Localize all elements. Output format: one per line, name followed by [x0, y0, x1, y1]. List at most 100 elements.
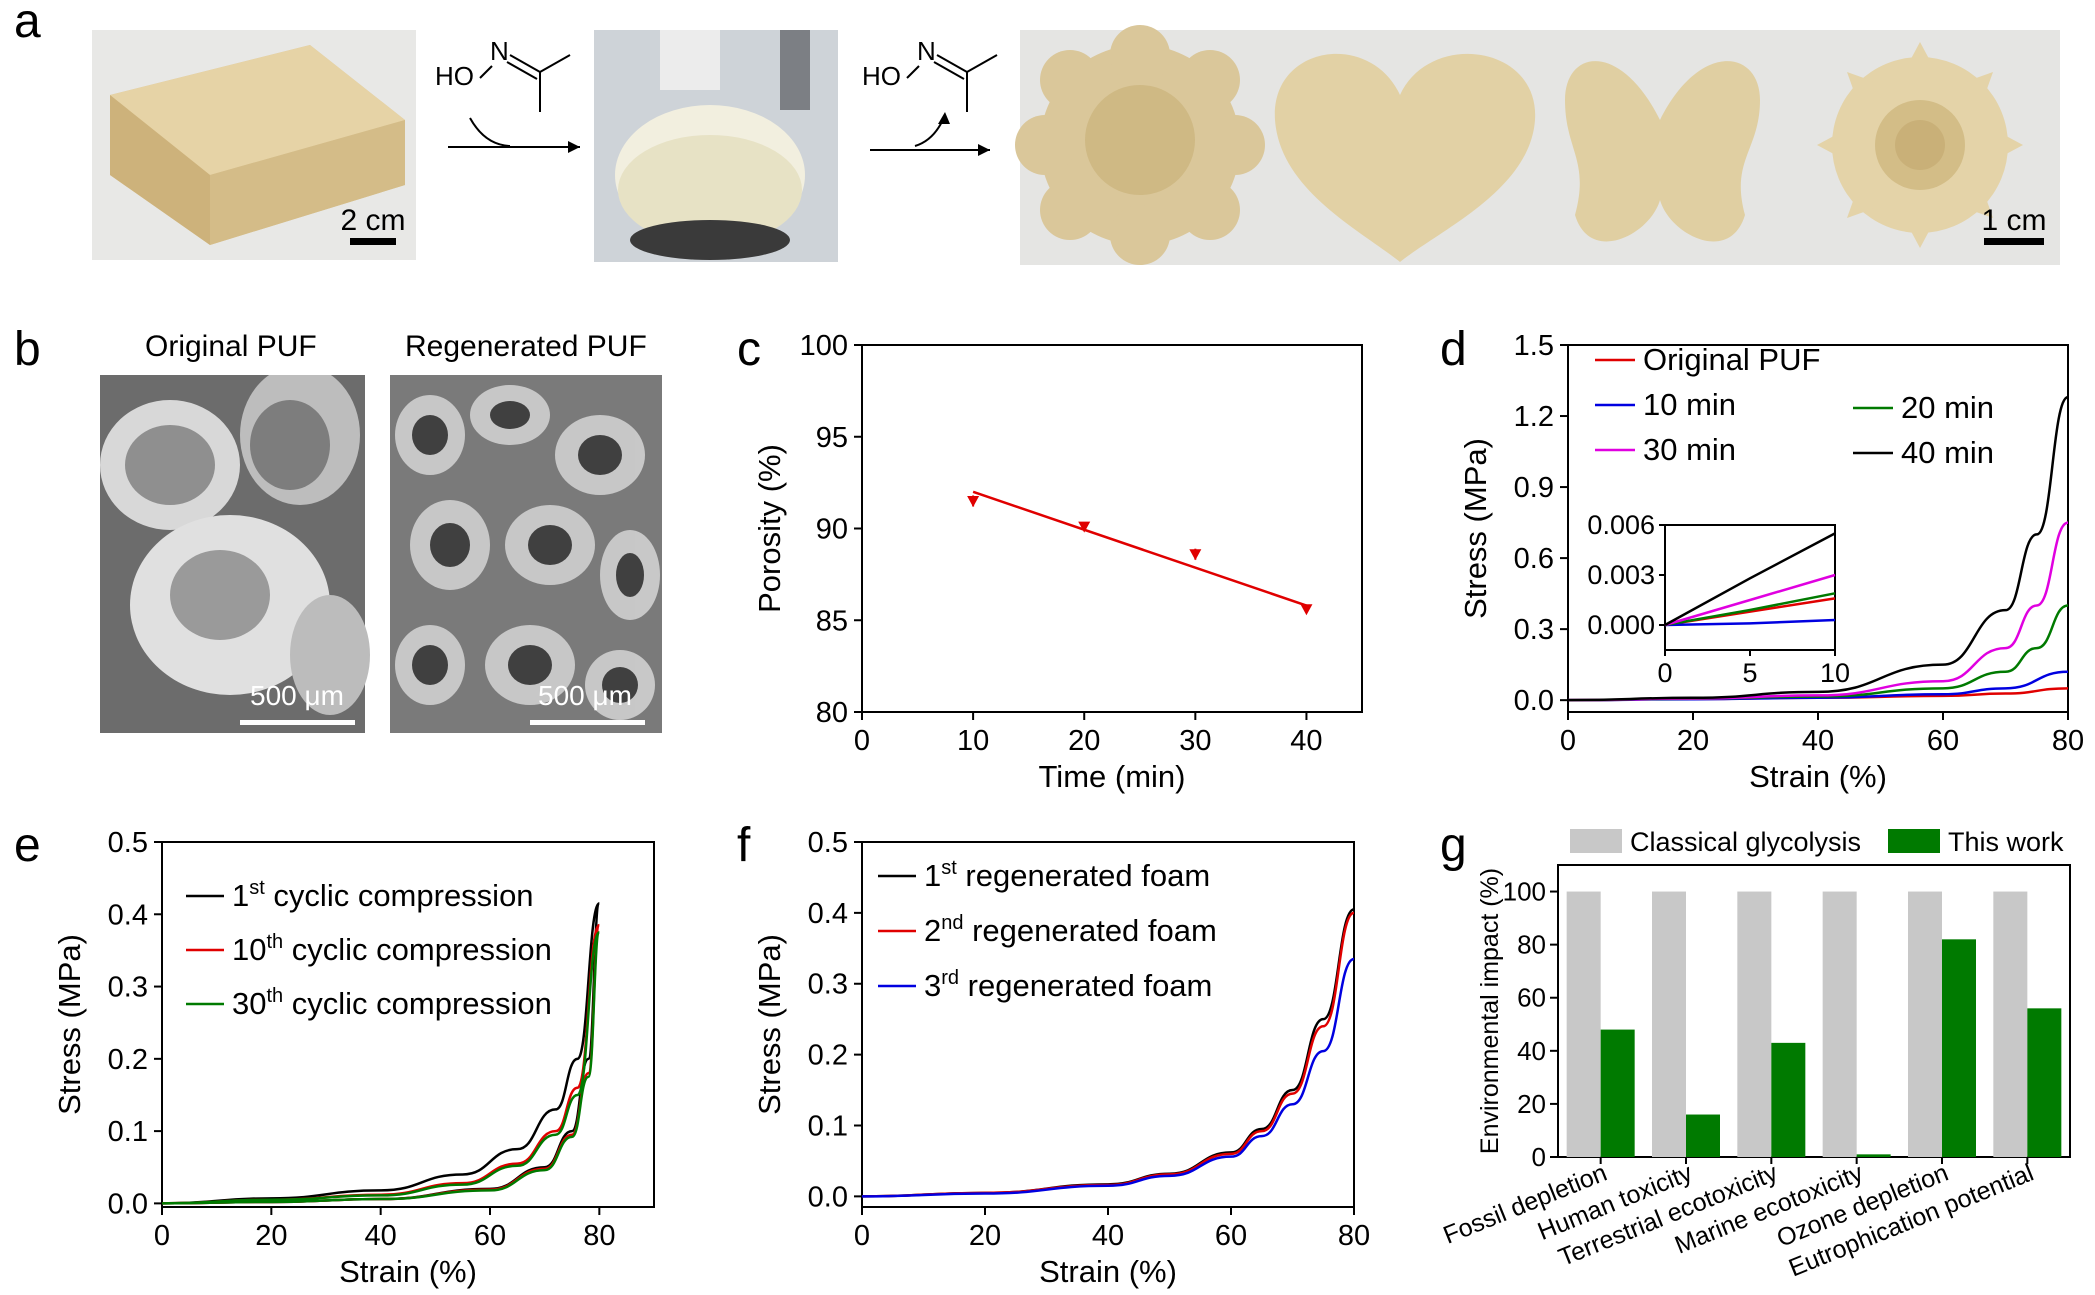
x-tick-label: 80: [583, 1220, 615, 1252]
sem-regenerated-puf: [390, 375, 662, 733]
y-tick-label: 20: [1517, 1089, 1546, 1119]
x-tick-label: 20: [1677, 725, 1709, 757]
y-tick-label: 0.5: [808, 827, 848, 859]
y-tick-label: 95: [816, 422, 848, 454]
panel-a-illustration: 2 cm HO N HO N: [92, 25, 2060, 265]
butterfly-shape: [1565, 61, 1760, 242]
legend-label: 30 min: [1643, 432, 1736, 467]
sunflower-shape: [1817, 42, 2023, 248]
x-axis-label: Strain (%): [1039, 1254, 1177, 1289]
inset-frame: [1664, 524, 1836, 651]
data-point: [967, 495, 980, 507]
y-tick-label: 0.9: [1514, 472, 1554, 504]
legend-swatch: [1888, 829, 1940, 853]
x-tick-label: 30: [1179, 725, 1211, 757]
plot-frame: [1557, 864, 2071, 1158]
legend-label: Original PUF: [1643, 342, 1820, 377]
y-tick-label: 0.1: [108, 1116, 148, 1148]
reaction-flask-photo: [594, 30, 838, 262]
sem-left-scale-label: 500 μm: [250, 680, 344, 711]
panel-label-g: g: [1440, 819, 1467, 872]
legend-label: Classical glycolysis: [1630, 827, 1861, 857]
panel-label-a: a: [14, 0, 41, 48]
legend-label: 1st regenerated foam: [924, 857, 1210, 893]
y-axis-label: Porosity (%): [752, 444, 787, 613]
inset-y-tick-label: 0.003: [1587, 560, 1655, 590]
x-tick-label: 0: [1560, 725, 1576, 757]
inset-series-line: [1664, 532, 1836, 627]
inset-series-line: [1664, 618, 1836, 627]
y-tick-label: 0.0: [1514, 685, 1554, 717]
panel-label-d: d: [1440, 323, 1467, 376]
y-tick-label: 0.3: [108, 972, 148, 1004]
bar-classical: [1993, 891, 2028, 1157]
scale-bar-left: 2 cm: [340, 204, 406, 245]
panel-label-f: f: [737, 819, 751, 872]
y-tick-label: 80: [1517, 930, 1546, 960]
svg-text:HO: HO: [435, 61, 474, 91]
svg-text:HO: HO: [862, 61, 901, 91]
bar-this-work: [2027, 1008, 2062, 1157]
series-line: [1567, 395, 2069, 702]
y-tick-label: 90: [816, 514, 848, 546]
x-tick-label: 0: [854, 725, 870, 757]
panel-label-b: b: [14, 323, 41, 376]
y-tick-label: 100: [1503, 877, 1546, 907]
x-tick-label: 40: [1290, 725, 1322, 757]
y-tick-label: 0: [1532, 1142, 1546, 1172]
axes-f: 0 20 40 60 80 0.0 0.1 0.2 0.3 0.4 0.5 Strain (%) Str…: [752, 827, 1370, 1289]
y-axis-label: Stress (MPa): [1458, 438, 1493, 619]
x-tick-label: 20: [969, 1220, 1001, 1252]
legend-label: 20 min: [1901, 390, 1994, 425]
x-tick-label: 60: [1927, 725, 1959, 757]
bar-classical: [1737, 891, 1772, 1157]
x-tick-label: 0: [154, 1220, 170, 1252]
x-tick-label: 20: [1068, 725, 1100, 757]
legend-label: 3rd regenerated foam: [924, 967, 1212, 1003]
x-tick-label: 60: [474, 1220, 506, 1252]
axes-e: 0 20 40 60 80 0.0 0.1 0.2 0.3 0.4 0.5 Strain (%) Str…: [52, 827, 655, 1289]
inset-x-tick-label: 0: [1657, 658, 1672, 688]
x-tick-label: 40: [1802, 725, 1834, 757]
y-tick-label: 0.3: [1514, 614, 1554, 646]
y-tick-label: 1.2: [1514, 401, 1554, 433]
x-tick-label: 80: [1338, 1220, 1370, 1252]
regenerated-shapes-photo: 1 cm: [1015, 25, 2060, 265]
y-tick-label: 100: [800, 330, 848, 362]
series-line: [861, 908, 1355, 1198]
x-tick-label: 80: [2052, 725, 2084, 757]
x-axis-label: Strain (%): [339, 1254, 477, 1289]
y-tick-label: 60: [1517, 983, 1546, 1013]
heart-shape: [1274, 53, 1536, 263]
inset-y-tick-label: 0.000: [1587, 610, 1655, 640]
svg-text:N: N: [917, 36, 936, 66]
bar-this-work: [1942, 939, 1976, 1157]
inset-chart: 0 5 10 0.000 0.003 0.006: [1587, 510, 1850, 688]
inset-series-line: [1664, 573, 1836, 627]
bar-classical: [1822, 891, 1857, 1157]
sem-right-scale-label: 500 μm: [538, 680, 632, 711]
flower-shape: [1015, 25, 1265, 265]
legend-label: 1st cyclic compression: [232, 877, 534, 913]
sem-original-puf: [100, 375, 370, 733]
y-axis-label: Stress (MPa): [52, 934, 87, 1115]
y-tick-label: 40: [1517, 1036, 1546, 1066]
x-tick-label: 0: [854, 1220, 870, 1252]
x-axis-label: Time (min): [1039, 759, 1186, 794]
y-tick-label: 85: [816, 605, 848, 637]
legend-label: 30th cyclic compression: [232, 985, 552, 1021]
y-axis-label: Stress (MPa): [752, 934, 787, 1115]
data-point: [1300, 604, 1313, 616]
inset-y-tick-label: 0.006: [1587, 510, 1655, 540]
x-tick-label: 40: [365, 1220, 397, 1252]
panel-label-e: e: [14, 819, 41, 872]
axes-d: 0 20 40 60 80 0.0 0.3 0.6 0.9 1.2 1.5 Strain (%) Str…: [1458, 330, 2084, 794]
acetone-oxime-structure-2: HO N: [862, 36, 998, 156]
svg-text:N: N: [490, 36, 509, 66]
bar-this-work: [1771, 1042, 1806, 1157]
legend-swatch: [1570, 829, 1622, 853]
fit-line: [972, 490, 1307, 607]
series-line: [161, 931, 601, 1205]
y-tick-label: 0.4: [808, 898, 848, 930]
